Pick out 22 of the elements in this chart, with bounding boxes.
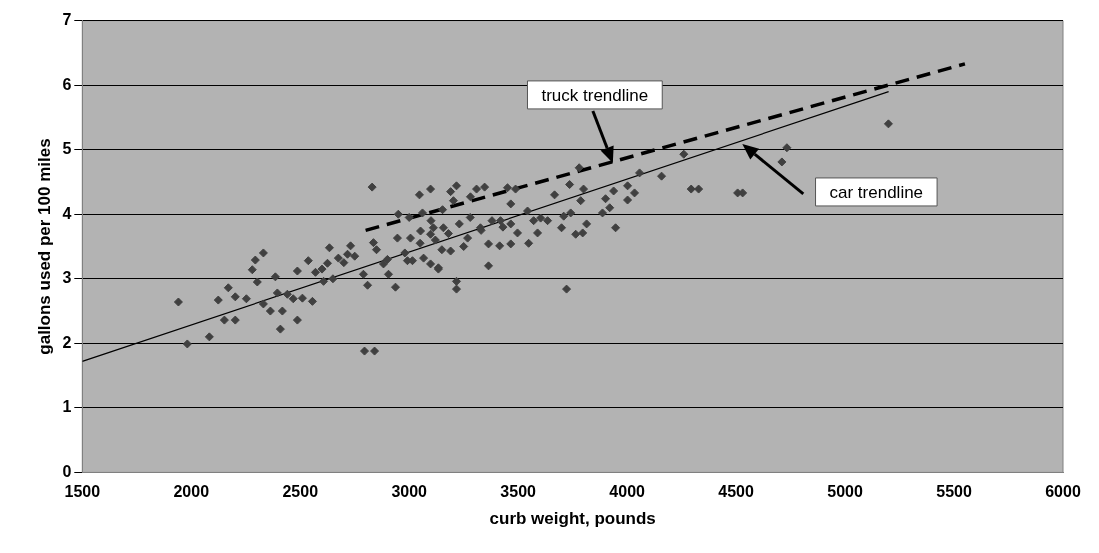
y-tick-label: 4 xyxy=(62,204,72,222)
y-tick-label: 2 xyxy=(62,333,72,351)
x-tick-label: 6000 xyxy=(1045,483,1081,501)
x-tick-label: 4500 xyxy=(718,483,754,501)
y-axis-title: gallons used per 100 miles xyxy=(34,138,54,355)
x-tick-label: 5000 xyxy=(827,483,863,501)
y-tick-label: 0 xyxy=(62,462,72,480)
y-tick-label: 5 xyxy=(62,140,72,158)
x-tick-label: 2000 xyxy=(173,483,210,501)
x-tick-label: 2500 xyxy=(282,483,319,501)
x-tick-label: 3500 xyxy=(500,483,537,501)
annotation: truck trendline xyxy=(541,85,649,105)
x-tick-label: 1500 xyxy=(64,483,101,501)
y-tick-label: 3 xyxy=(62,269,72,287)
x-tick-label: 4000 xyxy=(609,483,646,501)
y-tick-label: 1 xyxy=(62,398,72,416)
x-tick-label: 3000 xyxy=(391,483,428,501)
annotation: car trendline xyxy=(829,182,924,202)
x-tick-label: 5500 xyxy=(936,483,972,501)
y-tick-label: 6 xyxy=(62,75,72,93)
y-tick-label: 7 xyxy=(62,11,72,29)
x-axis-title: curb weight, pounds xyxy=(489,509,656,529)
